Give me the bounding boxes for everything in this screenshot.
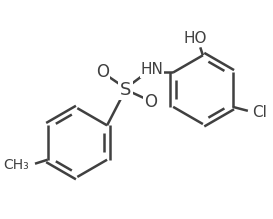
Text: O: O: [144, 93, 157, 111]
Text: S: S: [120, 81, 131, 99]
Text: O: O: [97, 64, 109, 81]
Text: HO: HO: [183, 31, 207, 46]
Text: CH₃: CH₃: [3, 158, 29, 172]
Text: Cl: Cl: [253, 105, 267, 120]
Text: HN: HN: [141, 62, 164, 77]
